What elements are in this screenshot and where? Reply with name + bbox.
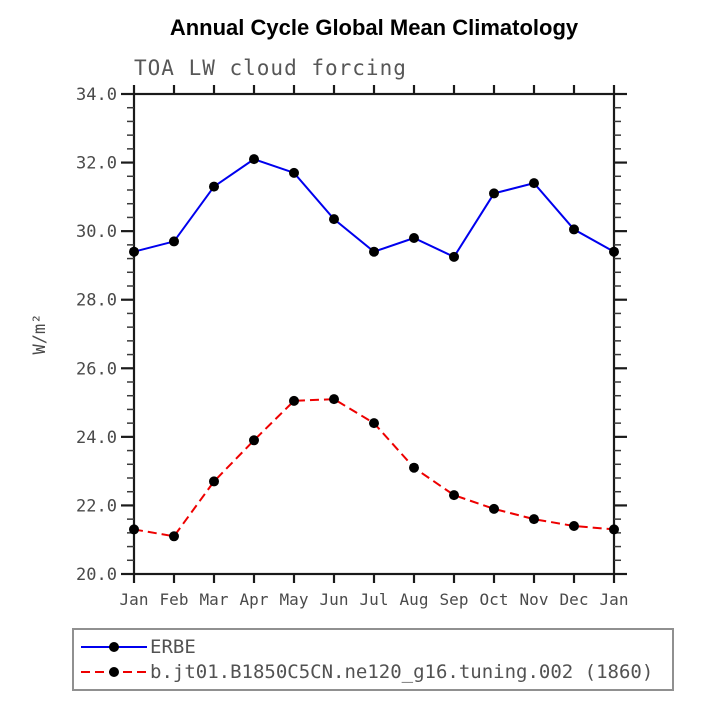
data-point <box>529 514 539 525</box>
y-tick-label: 28.0 <box>76 291 117 311</box>
x-axis-labels: Jan Feb Mar Apr May Jun Jul Aug Sep Oct Nov Dec Jan <box>120 590 629 609</box>
x-tick-label: Mar <box>200 590 229 609</box>
legend-line-sample-model <box>81 667 147 677</box>
plot-frame <box>132 92 616 576</box>
data-point <box>409 233 419 243</box>
data-point <box>209 476 219 487</box>
data-point <box>129 524 139 535</box>
x-tick-label: Apr <box>240 590 269 609</box>
legend-label-erbe: ERBE <box>150 636 196 658</box>
data-point <box>369 246 379 257</box>
data-point <box>289 167 299 178</box>
series-markers-0 <box>129 154 619 262</box>
y-axis-ticks <box>121 92 627 576</box>
x-tick-label: Sep <box>440 590 469 609</box>
chart-title: Annual Cycle Global Mean Climatology <box>169 15 579 40</box>
data-point <box>609 524 619 535</box>
x-tick-label: Jan <box>120 590 149 609</box>
data-point <box>409 462 419 473</box>
data-point <box>169 531 179 542</box>
data-point <box>329 214 339 225</box>
x-tick-label: Jul <box>360 590 389 609</box>
y-axis-title: W/m² <box>30 314 50 355</box>
data-point <box>569 224 579 235</box>
data-point <box>249 435 259 446</box>
legend-item-model: b.jt01.B1850C5CN.ne120_g16.tuning.002 (1… <box>79 660 672 685</box>
y-tick-label: 34.0 <box>76 85 117 105</box>
data-point <box>489 188 499 199</box>
y-tick-label: 20.0 <box>76 565 117 585</box>
y-tick-label: 22.0 <box>76 496 117 516</box>
legend-marker-model-icon <box>109 667 119 677</box>
data-point <box>169 236 179 247</box>
data-point <box>569 521 579 531</box>
data-point <box>289 395 299 406</box>
data-point <box>489 503 499 514</box>
y-tick-label: 26.0 <box>76 359 117 379</box>
series-line-0 <box>133 158 615 259</box>
y-axis-labels: 20.0 22.0 24.0 26.0 28.0 30.0 32.0 34.0 <box>76 85 117 585</box>
x-tick-label: Nov <box>520 590 549 609</box>
series-markers-1 <box>129 394 619 542</box>
legend-item-erbe: ERBE <box>79 635 672 660</box>
data-point <box>249 154 259 165</box>
data-point <box>329 394 339 405</box>
x-tick-label: Aug <box>400 590 429 609</box>
legend-box: ERBE b.jt01.B1850C5CN.ne120_g16.tuning.0… <box>72 628 674 691</box>
chart-subtitle: TOA LW cloud forcing <box>134 56 407 80</box>
data-point <box>369 418 379 429</box>
legend-line-sample-erbe <box>81 642 147 652</box>
legend-label-model: b.jt01.B1850C5CN.ne120_g16.tuning.002 (1… <box>150 661 654 683</box>
x-tick-label: Jun <box>320 590 349 609</box>
y-tick-label: 30.0 <box>76 222 117 242</box>
x-axis-ticks <box>132 85 616 583</box>
y-tick-label: 32.0 <box>76 154 117 174</box>
data-point <box>449 251 459 262</box>
x-tick-label: Jan <box>600 590 629 609</box>
data-point <box>209 181 219 192</box>
x-tick-label: May <box>280 590 309 609</box>
x-tick-label: Dec <box>560 590 589 609</box>
data-point <box>529 178 539 189</box>
y-tick-label: 24.0 <box>76 428 117 448</box>
x-tick-label: Oct <box>480 590 509 609</box>
data-point <box>609 246 619 257</box>
data-point <box>129 246 139 257</box>
plot-area: Jan Feb Mar Apr May Jun Jul Aug Sep Oct Nov Dec Jan2… <box>30 85 629 609</box>
data-point <box>449 490 459 501</box>
legend-marker-erbe-icon <box>109 642 119 652</box>
x-tick-label: Feb <box>160 590 189 609</box>
